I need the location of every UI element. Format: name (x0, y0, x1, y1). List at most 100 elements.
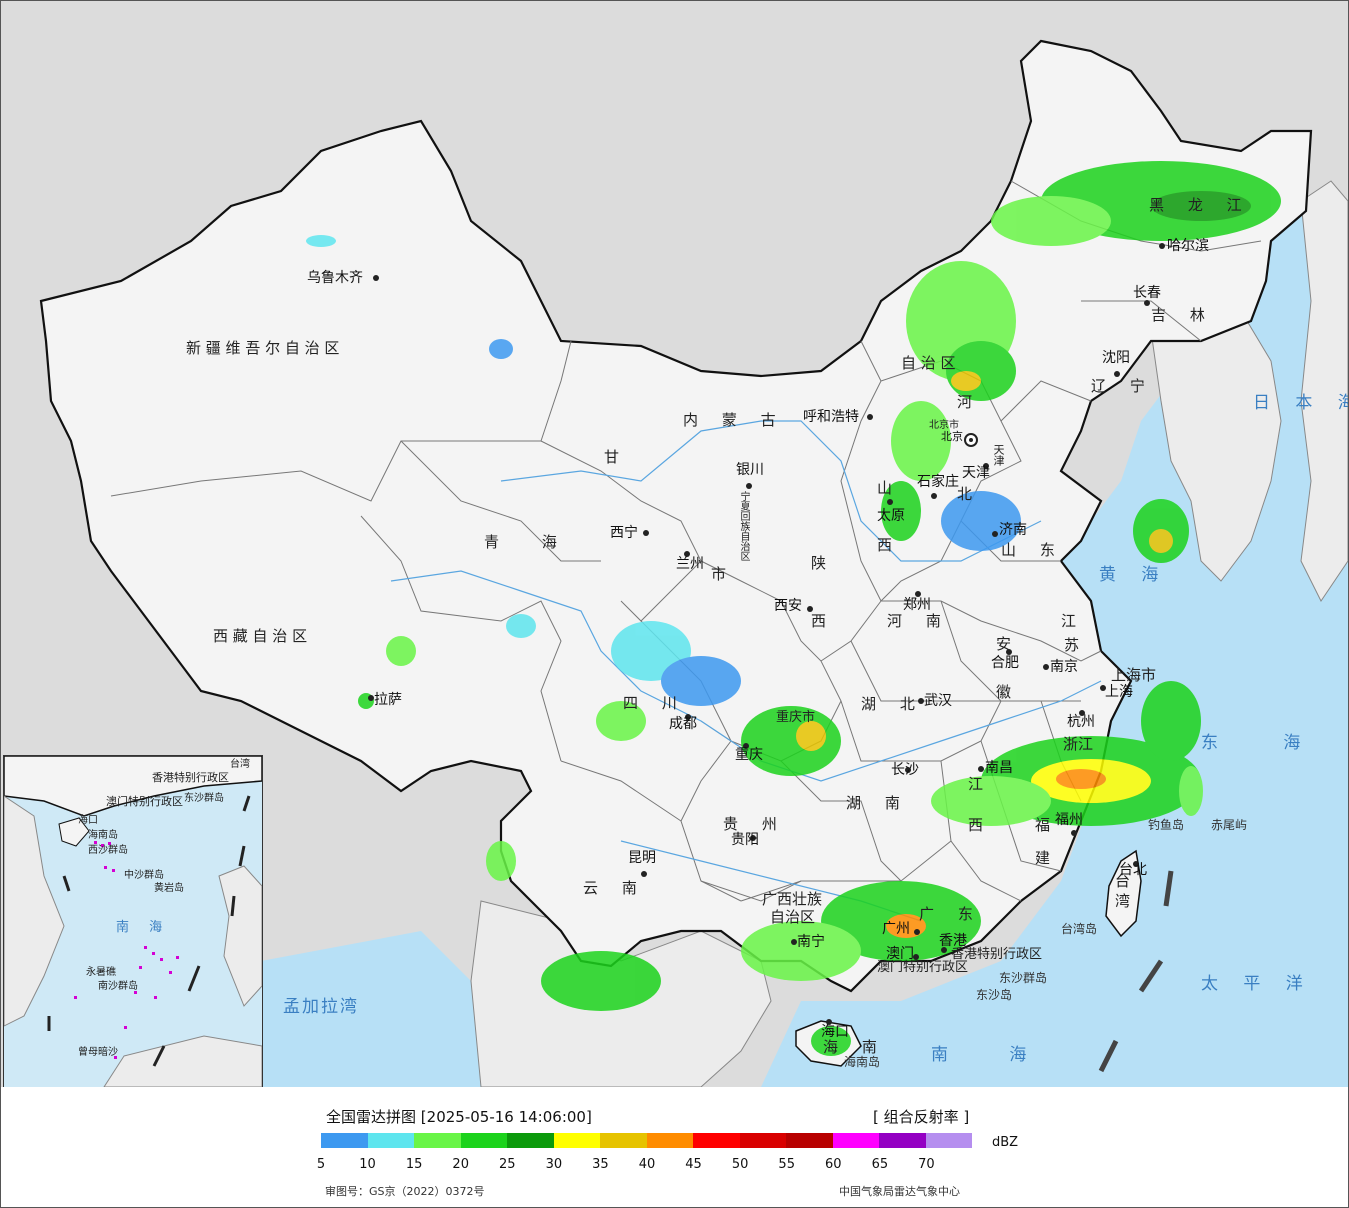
city-label-xian: 西安 (774, 598, 802, 614)
city-dot-nanjing (1043, 664, 1049, 670)
color-scale-ticks: 5 10 15 20 25 30 35 40 45 50 55 60 65 70 (313, 1157, 973, 1173)
city-label-guangzhou: 广州 (882, 921, 910, 937)
color-swatch (600, 1133, 647, 1148)
inset-label-zengmu: 曾母暗沙 (78, 1047, 118, 1058)
legend-unit: dBZ (992, 1135, 1019, 1150)
sea-label-japan: 日 本 海 (1253, 393, 1348, 413)
province-label-anhui: 安 (996, 635, 1012, 653)
province-label-jiangxi-2: 西 (968, 816, 984, 834)
city-label-taibei: 台北 (1119, 862, 1147, 878)
sea-label-pacific: 太 平 洋 (1201, 974, 1313, 994)
city-label-shijiazhuang: 石家庄 (917, 474, 959, 490)
province-label-heilongjiang: 黑 龙 江 (1149, 196, 1242, 214)
city-label-guiyang: 贵阳 (731, 832, 759, 848)
city-dot-xining (643, 530, 649, 536)
color-swatch (414, 1133, 461, 1148)
city-dot-hongkong (941, 947, 947, 953)
province-label-neimeng-zizhiqu: 自 治 区 (901, 356, 956, 371)
province-label-taiwan: 台 湾 (1113, 873, 1131, 908)
scale-tick-label: 35 (592, 1157, 609, 1172)
island-label-hainan: 海南岛 (844, 1055, 881, 1069)
legend-panel: 全国雷达拼图 [2025-05-16 14:06:00] [ 组合反射率 ] 5… (1, 1088, 1348, 1207)
city-label-wuhan: 武汉 (924, 693, 952, 709)
dash-line (1098, 870, 1174, 1073)
sea-label-bengal: 孟加拉湾 (283, 997, 359, 1017)
city-label-nanning: 南宁 (797, 934, 825, 950)
radar-map: 新 疆 维 吾 尔 自 治 区 西 藏 自 治 区 青 海 甘 内 蒙 古 自 … (1, 1, 1348, 1087)
inset-label-sea: 南 海 (116, 920, 171, 935)
province-label-anhui-2: 徽 (996, 683, 1012, 701)
province-label-hongkong: 香港特别行政区 (951, 947, 1043, 962)
city-dot-urumqi (373, 275, 379, 281)
scale-tick-label: 50 (731, 1157, 749, 1172)
city-label-nanjing: 南京 (1050, 659, 1078, 675)
inset-label-yongshu: 永暑礁 (86, 967, 116, 978)
city-dot-chengdu (685, 714, 691, 720)
inset-label-huangyan: 黄岩岛 (154, 883, 184, 894)
province-label-hunan: 湖 南 (846, 794, 900, 812)
city-dot-changchun (1144, 300, 1150, 306)
city-label-chongqing: 重庆 (735, 747, 763, 763)
legend-title: 全国雷达拼图 [2025-05-16 14:06:00] (326, 1106, 592, 1127)
color-swatch (879, 1133, 926, 1148)
color-swatch (646, 1133, 693, 1148)
neimeng-zizhiqu-text: 自 治 区 (901, 354, 956, 372)
city-label-yinchuan: 银川 (736, 462, 764, 478)
city-dot-nanning (791, 939, 797, 945)
city-label-changsha: 长沙 (891, 762, 919, 778)
inset-philippines (218, 865, 262, 1007)
scale-tick-label: 20 (452, 1157, 469, 1172)
province-label-neimeng: 内 蒙 古 (683, 411, 776, 429)
city-label-hefei: 合肥 (991, 655, 1019, 671)
color-scale-bar (321, 1133, 973, 1148)
scale-tick-label: 60 (825, 1157, 842, 1172)
city-dot-xian (807, 606, 813, 612)
city-label-huhehaote: 呼和浩特 (803, 409, 859, 425)
city-label-hangzhou: 杭州 (1067, 714, 1095, 730)
province-label-hebei-2: 北 (957, 485, 973, 503)
inset-label-hainan: 海南岛 (88, 830, 118, 841)
province-label-shaanxi-2: 西 (811, 612, 827, 630)
scale-tick-label: 10 (359, 1157, 376, 1172)
legend-title-text: 全国雷达拼图 (326, 1108, 417, 1126)
inset-label-taiwan: 台湾 (230, 759, 250, 770)
city-label-lhasa: 拉萨 (374, 692, 402, 708)
city-label-harbin: 哈尔滨 (1167, 238, 1209, 254)
province-label-guangxi: 广西壮族 (762, 890, 823, 908)
city-label-haikou: 海口 (821, 1024, 849, 1040)
legend-timestamp: [2025-05-16 14:06:00] (420, 1108, 592, 1126)
inset-label-nansha: 南沙群岛 (98, 981, 138, 992)
inset-label-zhongsha: 中沙群岛 (124, 870, 164, 881)
city-dot-zhengzhou (915, 591, 921, 597)
inset-label-macao: 澳门特别行政区 (106, 795, 183, 808)
scale-tick-label: 25 (499, 1157, 516, 1172)
city-label-jinan: 济南 (999, 522, 1027, 538)
city-label-macau: 澳门 (886, 946, 914, 962)
province-label-ningxia: 宁夏回族自治区 (738, 491, 749, 561)
city-label-chengdu: 成都 (669, 716, 697, 732)
province-label-sichuan: 四 川 (623, 694, 677, 712)
sea-label-yellow: 黄 海 (1099, 565, 1169, 585)
city-dot-shijiazhuang (931, 493, 937, 499)
province-label-yunnan: 云 南 (583, 879, 637, 897)
city-dot-shenyang (1114, 371, 1120, 377)
inset-dash-line (47, 795, 251, 1067)
province-label-fujian: 福 (1035, 816, 1051, 834)
island-label-diaoyu: 钓鱼岛 (1148, 818, 1185, 832)
inset-label-hongkong: 香港特别行政区 (152, 771, 229, 784)
scale-tick-label: 65 (871, 1157, 889, 1172)
city-label-changchun: 长春 (1133, 285, 1161, 301)
city-label-xining: 西宁 (610, 525, 638, 541)
province-label-shandong: 山 东 (1001, 541, 1055, 559)
city-label-nanchang: 南昌 (985, 760, 1013, 776)
inset-islands (74, 841, 179, 1059)
province-label-beijing: 北京市 (929, 420, 959, 431)
city-dot-guangzhou (914, 929, 920, 935)
province-label-qinghai: 青 海 (484, 533, 557, 551)
city-dot-taiyuan (887, 499, 893, 505)
city-dot-macau (913, 954, 919, 960)
data-source: 中国气象局雷达气象中心 (839, 1185, 960, 1198)
province-label-xizang: 西 藏 自 治 区 (213, 627, 308, 645)
city-label-fuzhou: 福州 (1055, 812, 1083, 828)
province-label-hubei: 湖 北 (861, 695, 915, 713)
